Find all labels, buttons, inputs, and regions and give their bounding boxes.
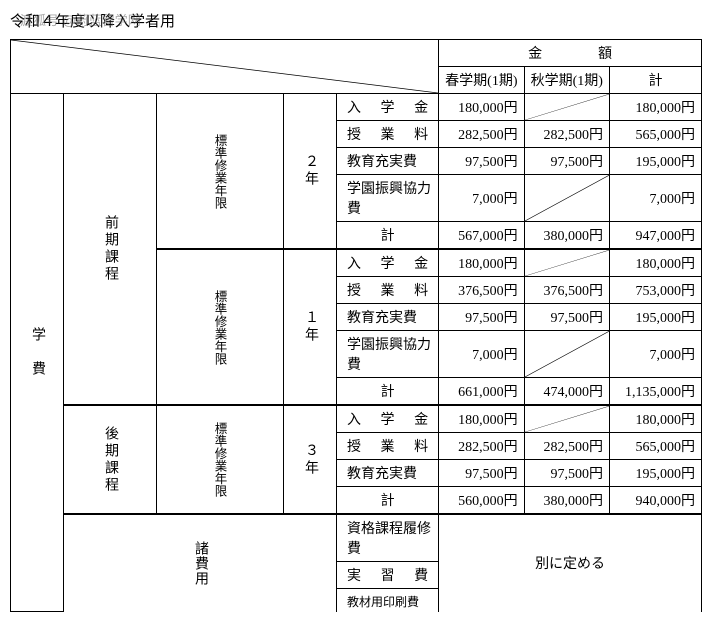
item-gakuen: 学園振興協力費 xyxy=(337,175,439,222)
cell: 567,000円 xyxy=(439,222,524,250)
cell: 947,000円 xyxy=(610,222,702,250)
cell: 7,000円 xyxy=(439,175,524,222)
na-cell xyxy=(524,94,609,121)
cell: 97,500円 xyxy=(524,148,609,175)
cell: 97,500円 xyxy=(439,148,524,175)
y3-label: ３年 xyxy=(284,405,337,514)
cell: 7,000円 xyxy=(610,175,702,222)
cell: 97,500円 xyxy=(524,304,609,331)
gakuhi-label: 学 費 xyxy=(11,94,64,612)
cell: 97,500円 xyxy=(439,460,524,487)
item-gakuen: 学園振興協力費 xyxy=(337,331,439,378)
cell: 195,000円 xyxy=(610,304,702,331)
kouki-label: 後期課程 xyxy=(64,405,157,514)
cell: 180,000円 xyxy=(610,405,702,433)
header-total: 計 xyxy=(610,67,702,94)
cell: 474,000円 xyxy=(524,378,609,406)
item-kyoiku: 教育充実費 xyxy=(337,304,439,331)
item-kei: 計 xyxy=(337,222,439,250)
cell: 376,500円 xyxy=(439,277,524,304)
cell: 195,000円 xyxy=(610,460,702,487)
zenki-label: 前期課程 xyxy=(64,94,157,406)
fee-table: 金 額 春学期(1期) 秋学期(1期) 計 種 類 学 費 前期課程 標準修業年… xyxy=(10,39,702,612)
header-fall: 秋学期(1期) xyxy=(524,67,609,94)
page-title: 令和４年度以降入学者用 xyxy=(10,14,175,30)
cell: 282,500円 xyxy=(439,433,524,460)
cell: 1,135,000円 xyxy=(610,378,702,406)
cell: 282,500円 xyxy=(524,433,609,460)
item-nyugaku: 入 学 金 xyxy=(337,405,439,433)
cell: 753,000円 xyxy=(610,277,702,304)
item-nyugaku: 入 学 金 xyxy=(337,94,439,121)
cell: 565,000円 xyxy=(610,121,702,148)
cell: 195,000円 xyxy=(610,148,702,175)
header-amount: 金 額 xyxy=(439,40,702,67)
cell: 376,500円 xyxy=(524,277,609,304)
item-kyoiku: 教育充実費 xyxy=(337,148,439,175)
cell: 565,000円 xyxy=(610,433,702,460)
y2-label: ２年 xyxy=(284,94,337,250)
std1-label: 標準修業年限 xyxy=(157,249,284,405)
item-kyoiku: 教育充実費 xyxy=(337,460,439,487)
na-cell xyxy=(524,405,609,433)
cell: 97,500円 xyxy=(439,304,524,331)
cell: 380,000円 xyxy=(524,222,609,250)
item-jisshu: 実 習 費 xyxy=(337,562,439,589)
item-jugyo: 授 業 料 xyxy=(337,433,439,460)
cell: 282,500円 xyxy=(439,121,524,148)
cell: 7,000円 xyxy=(439,331,524,378)
na-cell xyxy=(524,249,609,277)
item-shikaku: 資格課程履修費 xyxy=(337,514,439,562)
item-jugyo: 授 業 料 xyxy=(337,121,439,148)
cell: 560,000円 xyxy=(439,487,524,515)
std2-label: 標準修業年限 xyxy=(157,94,284,250)
na-cell xyxy=(524,331,609,378)
cell: 97,500円 xyxy=(524,460,609,487)
item-jugyo: 授 業 料 xyxy=(337,277,439,304)
cell: 940,000円 xyxy=(610,487,702,515)
cell: 180,000円 xyxy=(610,94,702,121)
item-nyugaku: 入 学 金 xyxy=(337,249,439,277)
cell: 180,000円 xyxy=(610,249,702,277)
item-kei: 計 xyxy=(337,378,439,406)
y1-label: １年 xyxy=(284,249,337,405)
na-cell xyxy=(524,175,609,222)
cell: 661,000円 xyxy=(439,378,524,406)
cell: 180,000円 xyxy=(439,249,524,277)
cell: 180,000円 xyxy=(439,94,524,121)
corner-cell xyxy=(11,40,439,94)
std3-label: 標準修業年限 xyxy=(157,405,284,514)
item-kei: 計 xyxy=(337,487,439,515)
item-kyozai: 教材用印刷費 xyxy=(337,589,439,612)
cell: 180,000円 xyxy=(439,405,524,433)
cell: 7,000円 xyxy=(610,331,702,378)
shohi-label: 諸費用 xyxy=(64,514,337,612)
cell: 380,000円 xyxy=(524,487,609,515)
header-spring: 春学期(1期) xyxy=(439,67,524,94)
cell: 282,500円 xyxy=(524,121,609,148)
betsu-cell: 別に定める xyxy=(439,514,702,612)
